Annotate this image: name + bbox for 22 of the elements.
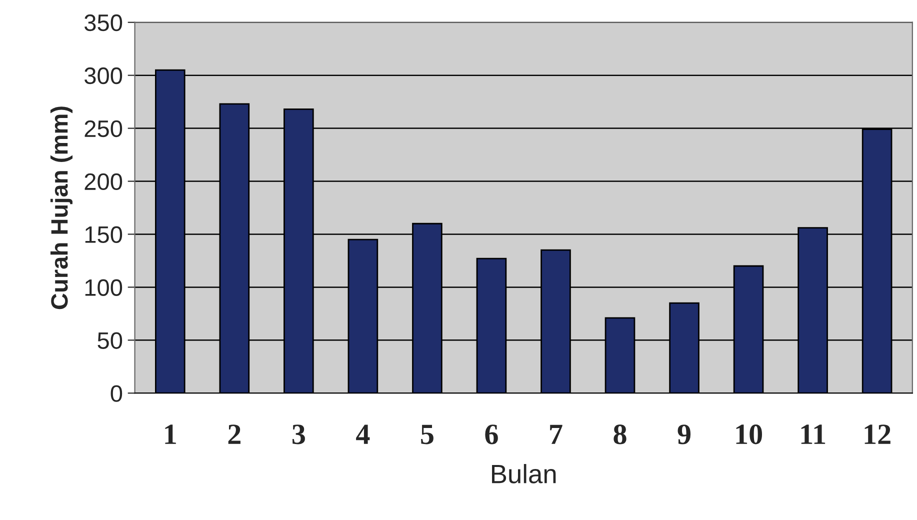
x-tick-label: 8: [614, 424, 626, 444]
y-tick-label: 350: [84, 14, 122, 32]
y-tick-label: 50: [98, 332, 122, 349]
y-tick-label: 250: [84, 120, 122, 138]
x-tick-label: 4: [356, 424, 370, 444]
x-axis-title: Bulan: [492, 464, 556, 484]
x-tick-label: 1: [165, 424, 176, 444]
y-tick-label: 100: [85, 279, 122, 296]
y-tick-label: 0: [110, 385, 122, 402]
x-tick-label: 5: [421, 424, 434, 444]
x-tick-label: 9: [678, 424, 691, 444]
x-tick-label: 6: [485, 424, 498, 444]
y-axis-title: Curah Hujan (mm): [50, 106, 72, 310]
x-tick-label: 7: [550, 424, 562, 444]
y-tick-label: 150: [85, 226, 122, 244]
x-tick-label: 11: [801, 424, 826, 444]
y-tick-label: 200: [84, 173, 122, 190]
x-tick-label: 12: [864, 424, 890, 444]
x-tick-label: 10: [736, 424, 762, 444]
x-tick-label: 3: [292, 424, 305, 444]
y-tick-label: 300: [84, 67, 122, 84]
x-tick-label: 2: [228, 424, 240, 444]
